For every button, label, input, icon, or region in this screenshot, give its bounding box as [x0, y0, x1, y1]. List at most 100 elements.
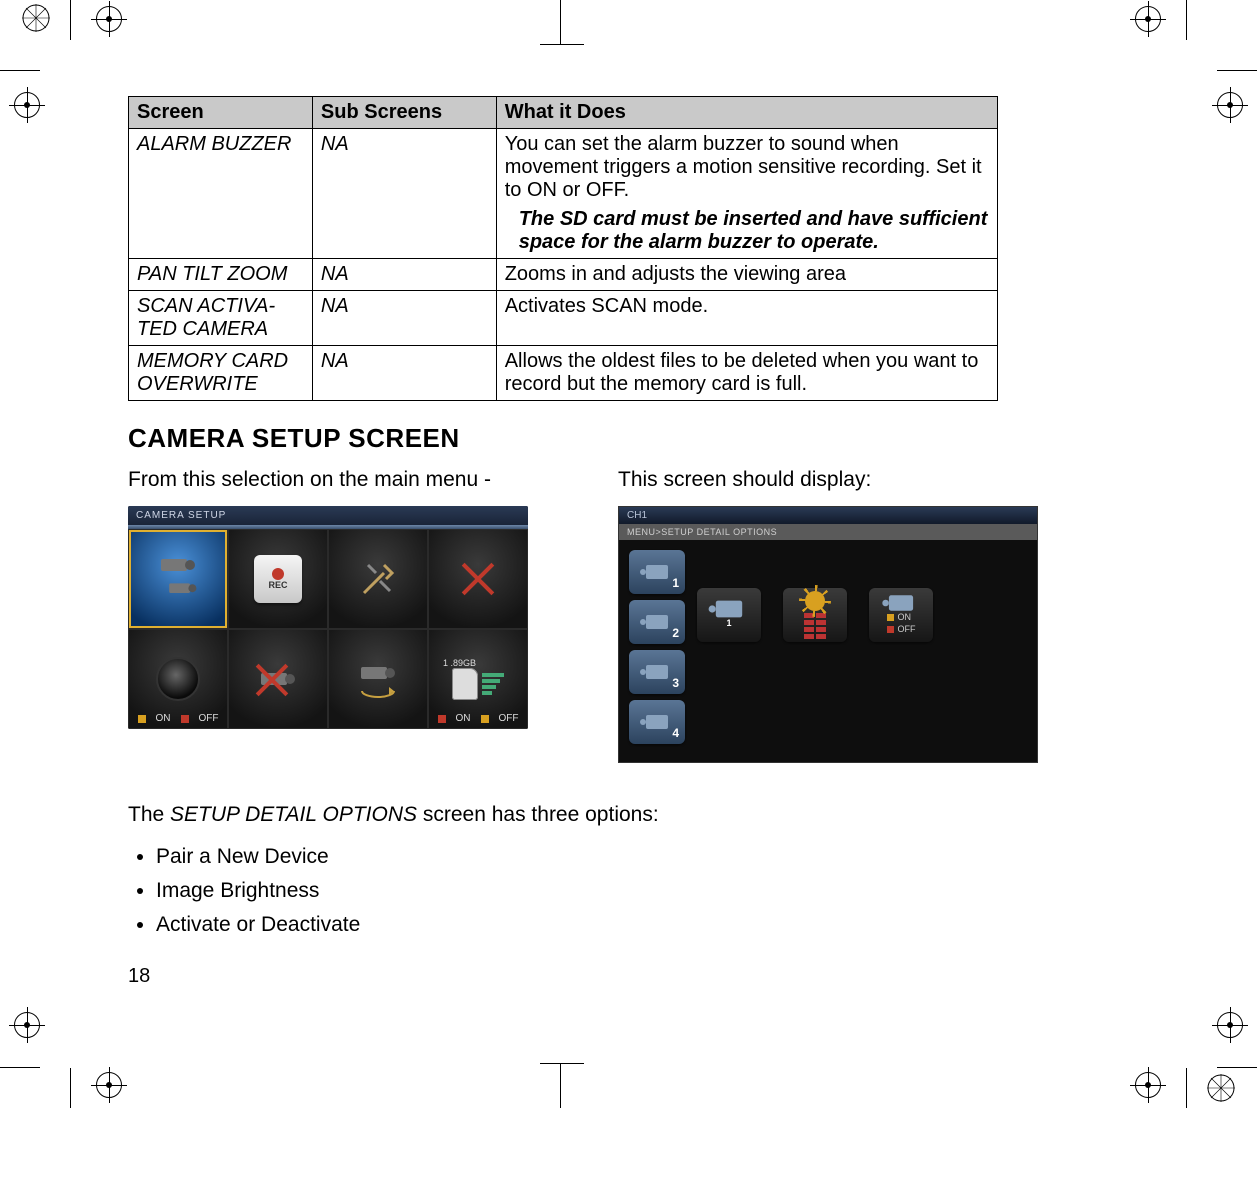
channel-num: 1	[672, 576, 679, 590]
opt-brightness	[783, 588, 847, 642]
channel-button: 2	[629, 600, 685, 644]
rec-label: REC	[268, 580, 287, 590]
camera-icon	[646, 615, 668, 629]
crop-mark	[1217, 1067, 1257, 1068]
shot1-title: CAMERA SETUP	[128, 506, 528, 525]
cell-sub: NA	[312, 346, 496, 401]
registration-mark	[1135, 6, 1161, 32]
onoff-label: ON OFF	[438, 713, 519, 724]
tile-sd: 1 .89GB ON OFF	[428, 629, 528, 729]
tile-speaker: ON OFF	[128, 629, 228, 729]
density-mark	[1207, 1074, 1235, 1102]
table-row: ALARM BUZZER NA You can set the alarm bu…	[129, 129, 998, 259]
table-row: PAN TILT ZOOM NA Zooms in and adjusts th…	[129, 259, 998, 291]
channel-button: 4	[629, 700, 685, 744]
screenshot-detail-options: CH1 MENU>SETUP DETAIL OPTIONS 1 2 3 4 1	[618, 506, 1038, 763]
cell-screen: ALARM BUZZER	[129, 129, 313, 259]
intro-prefix: The	[128, 803, 170, 826]
tools-icon	[356, 557, 400, 601]
crop-mark	[560, 1064, 561, 1108]
off-square	[481, 715, 489, 723]
off-text: OFF	[499, 713, 519, 724]
off-text: OFF	[199, 713, 219, 724]
sd-size: 1 .89GB	[443, 658, 476, 668]
screenshot-main-menu: CAMERA SETUP REC	[128, 506, 528, 729]
col-header-desc: What it Does	[496, 97, 997, 129]
page-number: 18	[128, 965, 1128, 988]
table-row: MEMORY CARD OVERWRITE NA Allows the olde…	[129, 346, 998, 401]
camera-icon	[646, 565, 668, 579]
col-header-screen: Screen	[129, 97, 313, 129]
settings-table: Screen Sub Screens What it Does ALARM BU…	[128, 96, 998, 401]
options-intro: The SETUP DETAIL OPTIONS screen has thre…	[128, 803, 1128, 827]
registration-mark	[96, 6, 122, 32]
x-icon	[251, 659, 293, 701]
cell-desc: Allows the oldest files to be deleted wh…	[496, 346, 997, 401]
tile-no-camera	[228, 629, 328, 729]
registration-mark	[14, 1012, 40, 1038]
channel-num: 2	[672, 626, 679, 640]
on-text: ON	[156, 713, 171, 724]
on-square	[887, 614, 894, 621]
opt-onoff: ON OFF	[869, 588, 933, 642]
sun-icon	[805, 591, 825, 611]
cell-note: The SD card must be inserted and have su…	[505, 202, 989, 254]
crop-mark	[560, 0, 561, 44]
crop-mark	[540, 1063, 584, 1064]
left-caption: From this selection on the main menu -	[128, 468, 558, 492]
rec-icon: REC	[254, 555, 302, 603]
x-icon	[457, 558, 499, 600]
cell-desc: Zooms in and adjusts the viewing area	[496, 259, 997, 291]
on-text: ON	[456, 713, 471, 724]
speaker-icon	[156, 657, 200, 701]
pair-badge: 1	[726, 618, 731, 628]
cell-desc-text: You can set the alarm buzzer to sound wh…	[505, 133, 982, 201]
crop-mark	[0, 70, 40, 71]
channel-list: 1 2 3 4	[629, 550, 685, 744]
shot2-title: CH1	[619, 507, 1037, 524]
registration-mark	[1135, 1072, 1161, 1098]
crop-mark	[70, 1068, 71, 1108]
right-caption: This screen should display:	[618, 468, 1078, 492]
cell-sub: NA	[312, 291, 496, 346]
camera-icon	[646, 715, 668, 729]
registration-mark	[96, 1072, 122, 1098]
registration-mark	[14, 92, 40, 118]
tile-settings-x	[428, 529, 528, 629]
sd-card-icon	[452, 668, 478, 700]
camera-icon	[646, 665, 668, 679]
cell-screen: SCAN ACTIVA-TED CAMERA	[129, 291, 313, 346]
tile-camera-pair	[128, 529, 228, 629]
channel-button: 3	[629, 650, 685, 694]
list-item: Activate or Deactivate	[156, 913, 1128, 937]
crop-mark	[0, 1067, 40, 1068]
table-row: SCAN ACTIVA-TED CAMERA NA Activates SCAN…	[129, 291, 998, 346]
cell-screen: MEMORY CARD OVERWRITE	[129, 346, 313, 401]
shot2-breadcrumb: MENU>SETUP DETAIL OPTIONS	[619, 524, 1037, 540]
list-item: Image Brightness	[156, 879, 1128, 903]
density-mark	[22, 4, 50, 32]
intro-suffix: screen has three options:	[417, 803, 659, 826]
list-item: Pair a New Device	[156, 845, 1128, 869]
crop-mark	[1186, 1068, 1187, 1108]
cell-desc: You can set the alarm buzzer to sound wh…	[496, 129, 997, 259]
capacity-bars-icon	[482, 673, 504, 695]
registration-mark	[1217, 1012, 1243, 1038]
channel-num: 4	[672, 726, 679, 740]
page-content: Screen Sub Screens What it Does ALARM BU…	[128, 96, 1128, 988]
cell-sub: NA	[312, 129, 496, 259]
cell-screen: PAN TILT ZOOM	[129, 259, 313, 291]
tile-tools	[328, 529, 428, 629]
col-header-sub: Sub Screens	[312, 97, 496, 129]
tile-rotate-camera	[328, 629, 428, 729]
camera-icon	[357, 659, 399, 687]
options-list: Pair a New Device Image Brightness Activ…	[128, 845, 1128, 937]
registration-mark	[1217, 92, 1243, 118]
crop-mark	[1217, 70, 1257, 71]
cell-desc: Activates SCAN mode.	[496, 291, 997, 346]
channel-button: 1	[629, 550, 685, 594]
off-text: OFF	[898, 624, 916, 634]
camera-icon	[157, 551, 199, 579]
opt-pair: 1	[697, 588, 761, 642]
section-heading: CAMERA SETUP SCREEN	[128, 423, 1128, 454]
